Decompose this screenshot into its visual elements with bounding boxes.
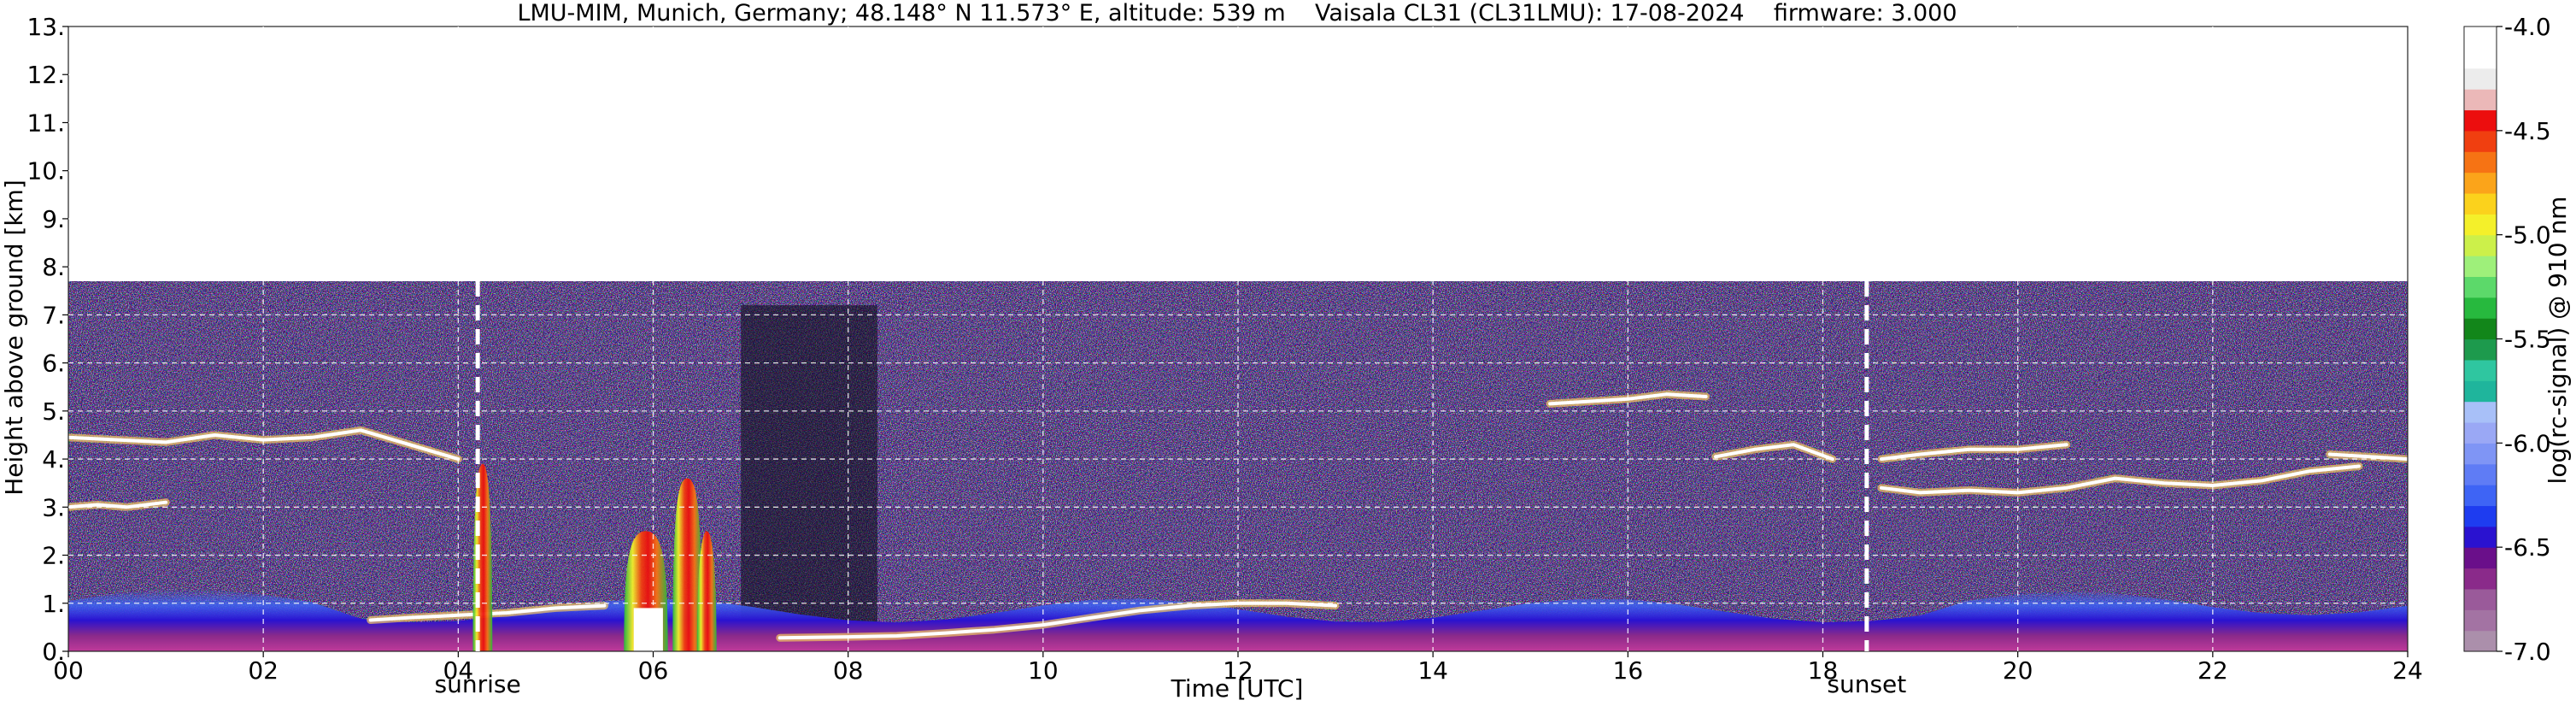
colorbar-swatch	[2464, 214, 2497, 236]
grid	[68, 26, 2408, 651]
colorbar-swatch	[2464, 401, 2497, 423]
chart-title: LMU-MIM, Munich, Germany; 48.148° N 11.5…	[517, 0, 1957, 26]
y-tick-label: 11.	[26, 109, 65, 137]
colorbar-swatch	[2464, 568, 2497, 590]
convective-plume	[696, 531, 717, 651]
x-tick-label: 02	[248, 656, 279, 685]
y-tick-label: 9.	[42, 205, 65, 233]
colorbar-swatch	[2464, 109, 2497, 132]
colorbar-swatch	[2464, 485, 2497, 507]
cloud-layer	[1714, 443, 1834, 462]
y-tick-label: 8.	[42, 253, 65, 281]
x-tick-label: 00	[53, 656, 84, 685]
y-tick-label: 7.	[42, 301, 65, 329]
y-tick-label: 10.	[26, 157, 65, 185]
colorbar-swatch	[2464, 505, 2497, 527]
colorbar-swatch	[2464, 547, 2497, 569]
y-tick-label: 6.	[42, 350, 65, 378]
colorbar-swatch	[2464, 526, 2497, 548]
colorbar-label: log(rc-signal) @ 910 nm	[2544, 197, 2572, 485]
colorbar-swatch	[2464, 172, 2497, 194]
colorbar-swatch	[2464, 588, 2497, 610]
convective-plume	[672, 478, 702, 651]
plot-area	[68, 281, 2408, 651]
colorbar-swatch	[2464, 68, 2497, 90]
colorbar-tick-label: -6.5	[2504, 533, 2551, 562]
y-tick-label: 1.	[42, 590, 65, 618]
colorbar-swatch	[2464, 630, 2497, 652]
x-tick-label: 22	[2198, 656, 2228, 685]
sun-marker-label: sunset	[1827, 670, 1906, 698]
colorbar-tick-label: -6.0	[2504, 429, 2551, 457]
colorbar-swatch	[2464, 192, 2497, 215]
colorbar-swatch	[2464, 609, 2497, 632]
cloud-layer	[68, 428, 461, 462]
clear-region	[741, 305, 877, 638]
sun-markers: sunrise sunset	[435, 281, 1906, 698]
cloud-layer	[68, 500, 168, 509]
cloud-layer	[1880, 464, 2361, 495]
colorbar-swatch	[2464, 338, 2497, 361]
y-tick-label: 13.	[26, 13, 65, 41]
saturated-plume-base	[633, 608, 663, 651]
y-tick-label: 3.	[42, 493, 65, 521]
colorbar-swatch	[2464, 380, 2497, 403]
sun-marker-label: sunrise	[435, 670, 521, 698]
colorbar: -7.0 -6.5 -6.0 -5.5 -5.0 -4.5 -4.0	[2463, 13, 2551, 666]
y-axis-ticks: 0. 1. 2. 3. 4. 5. 6. 7. 8. 9. 10. 11. 12. 13.	[26, 13, 68, 666]
colorbar-tick-label: -5.5	[2504, 326, 2551, 354]
x-tick-label: 18	[1808, 656, 1839, 685]
y-tick-label: 12.	[26, 61, 65, 89]
x-tick-label: 16	[1613, 656, 1644, 685]
cloud-layer	[2327, 452, 2408, 462]
colorbar-tick-label: -7.0	[2504, 638, 2551, 666]
colorbar-swatch	[2464, 234, 2497, 256]
y-axis-label: Height above ground [km]	[0, 179, 28, 496]
colorbar-swatch	[2464, 89, 2497, 111]
x-tick-label: 06	[638, 656, 669, 685]
x-tick-label: 20	[2003, 656, 2033, 685]
colorbar-swatch	[2464, 276, 2497, 298]
colorbar-swatch	[2464, 151, 2497, 174]
x-axis-ticks: 00 02 04 06 08 10 12 14 16 18 20 22 24	[53, 651, 2423, 685]
x-axis-label: Time [UTC]	[1171, 674, 1304, 703]
x-tick-label: 08	[833, 656, 864, 685]
y-tick-label: 5.	[42, 397, 65, 426]
colorbar-tick-label: -4.0	[2504, 13, 2551, 41]
colorbar-swatch	[2464, 26, 2497, 48]
x-tick-label: 24	[2392, 656, 2423, 685]
cloud-layer	[1548, 392, 1708, 406]
y-tick-label: 2.	[42, 542, 65, 570]
colorbar-swatch	[2464, 421, 2497, 444]
colorbar-swatch	[2464, 130, 2497, 152]
x-tick-label: 12	[1223, 656, 1253, 685]
colorbar-tick-label: -5.0	[2504, 221, 2551, 250]
x-tick-label: 10	[1028, 656, 1059, 685]
colorbar-swatch	[2464, 318, 2497, 340]
colorbar-swatch	[2464, 297, 2497, 319]
colorbar-swatch	[2464, 256, 2497, 277]
noise-speckles	[68, 281, 2408, 651]
colorbar-swatch	[2464, 359, 2497, 381]
cloud-layer	[1880, 443, 2068, 462]
x-tick-label: 04	[443, 656, 474, 685]
y-tick-label: 4.	[42, 445, 65, 474]
colorbar-swatch	[2464, 443, 2497, 465]
colorbar-swatch	[2464, 47, 2497, 69]
colorbar-swatch	[2464, 463, 2497, 485]
y-tick-label: 0.	[42, 638, 65, 666]
x-tick-label: 14	[1417, 656, 1448, 685]
colorbar-tick-label: -4.5	[2504, 117, 2551, 145]
